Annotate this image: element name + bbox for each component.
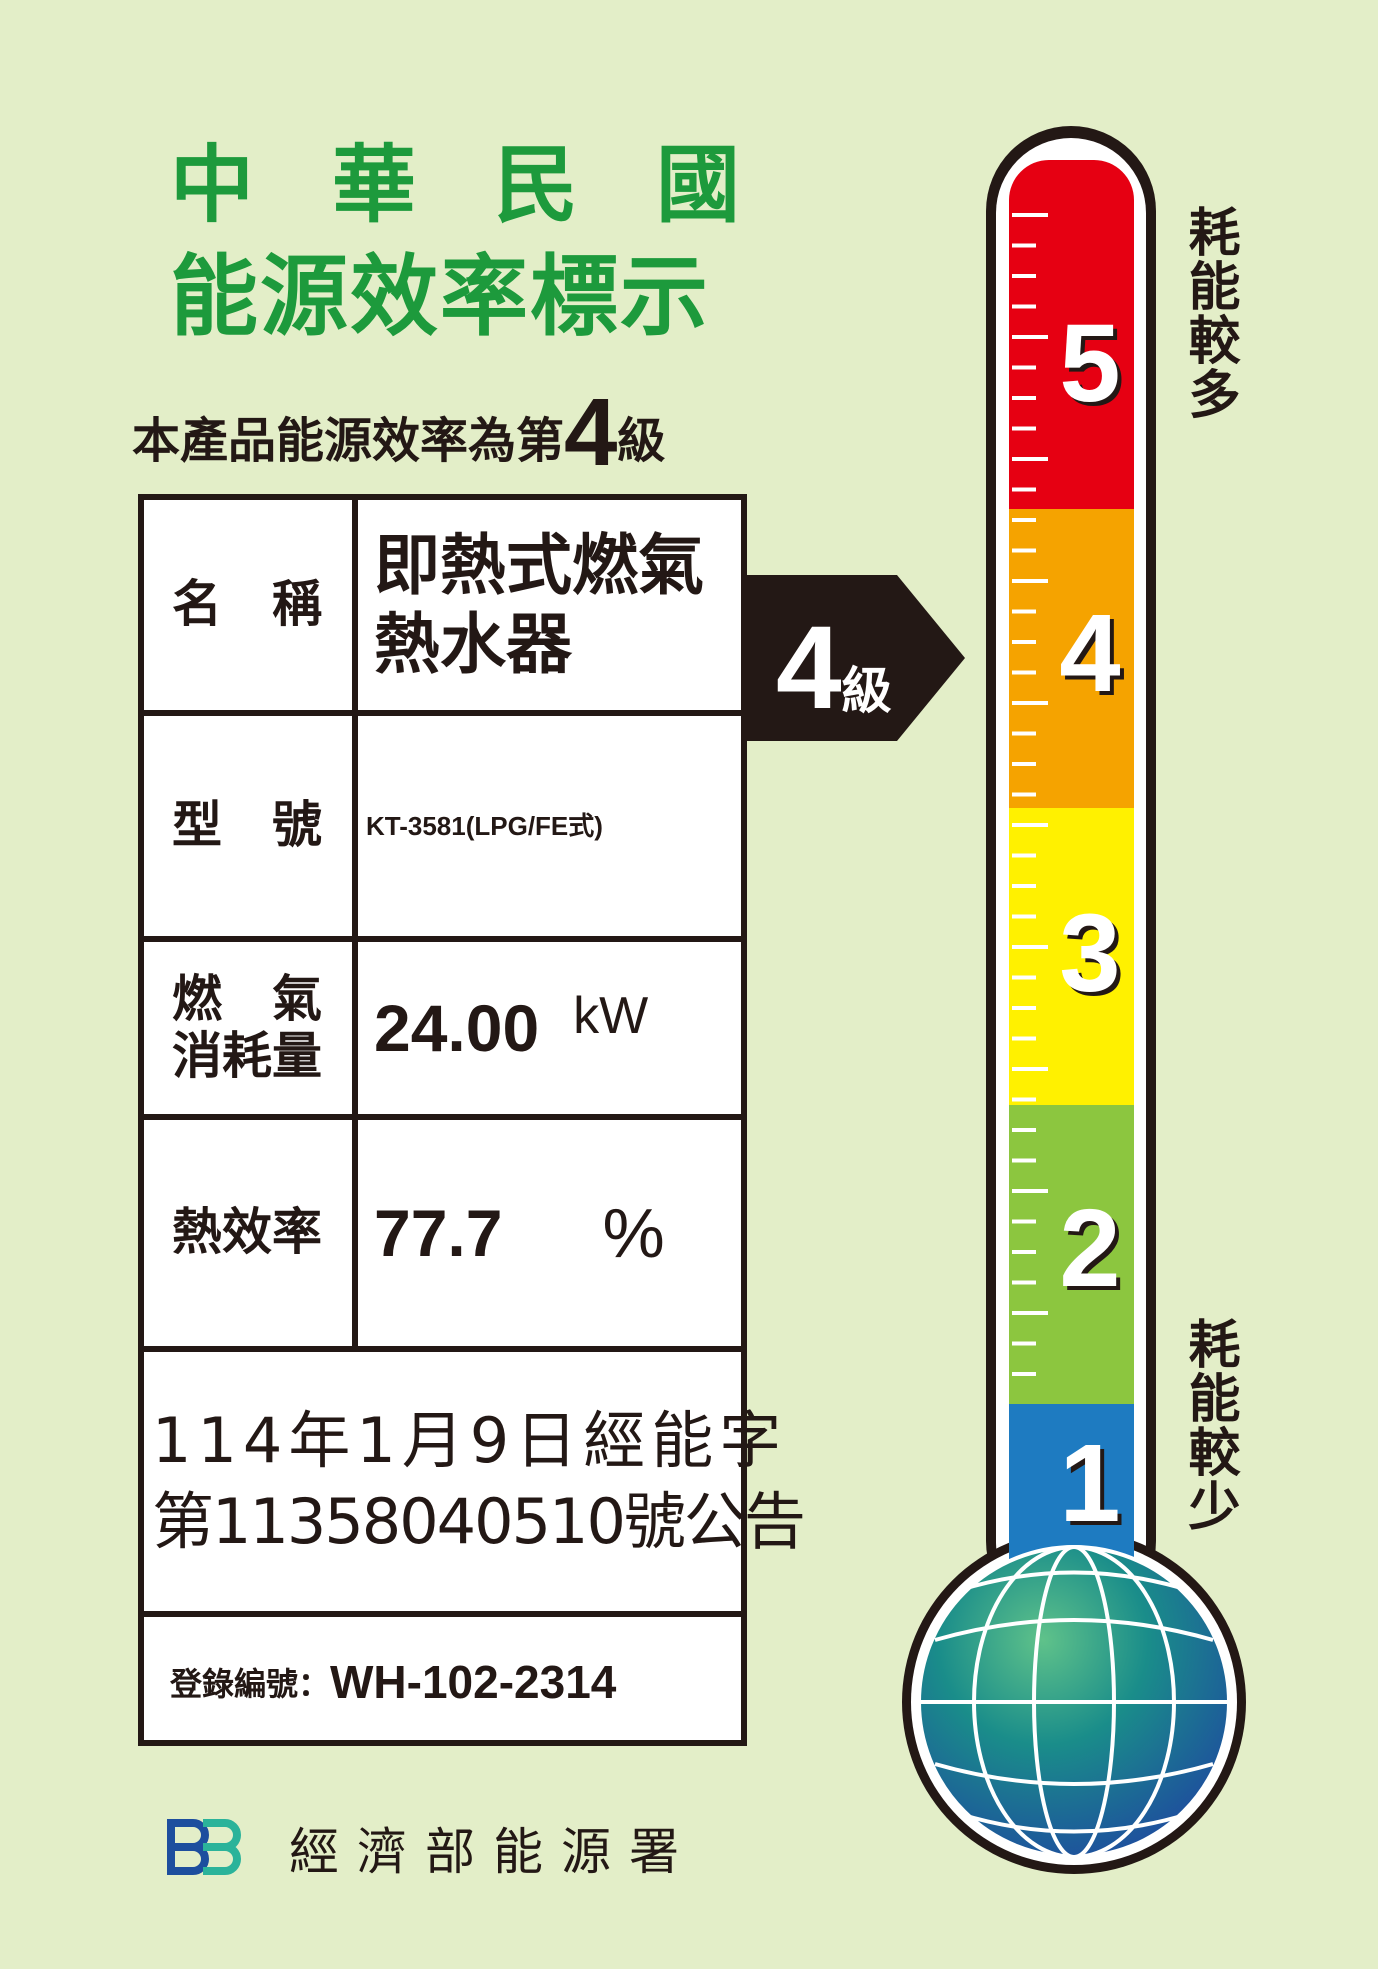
name-value: 即熱式燃氣熱水器	[374, 526, 704, 683]
gas-value-cell: 24.00 kW	[358, 942, 741, 1114]
grade-badge: 4級	[776, 600, 892, 736]
title-line2: 能源效率標示	[170, 245, 711, 348]
agency-name: 經濟部能源署	[289, 1823, 697, 1881]
grade-prefix: 本產品能源效率為第	[132, 413, 565, 469]
level-4-label: 4	[1059, 592, 1121, 715]
efficiency-unit: %	[602, 1194, 665, 1272]
arrow-shape	[747, 575, 965, 741]
model-label: 型 號	[144, 716, 358, 936]
level-1-label: 1	[1059, 1422, 1121, 1545]
efficiency-value-cell: 77.7 %	[358, 1120, 741, 1346]
registration-label: 登錄編號：	[170, 1664, 331, 1703]
row-name: 名 稱 即熱式燃氣熱水器	[144, 500, 741, 716]
row-model: 型 號 KT-3581(LPG/FE式)	[144, 716, 741, 942]
announcement-line1: 114年1月9日經能字	[152, 1403, 788, 1477]
efficiency-label: 熱效率	[144, 1120, 358, 1346]
grade-badge-arrow	[747, 575, 965, 741]
badge-suffix: 級	[841, 662, 892, 720]
gas-label-line1: 燃 氣	[172, 969, 322, 1028]
name-label: 名 稱	[144, 500, 358, 710]
efficiency-value: 77.7	[374, 1196, 503, 1270]
level-5-label: 5	[1059, 302, 1121, 425]
grade-suffix: 級	[617, 413, 666, 469]
energy-administration-logo-icon	[167, 1819, 241, 1875]
globe-grid	[917, 1545, 1231, 1859]
badge-grade: 4	[776, 602, 842, 734]
model-value: KT-3581(LPG/FE式)	[366, 811, 603, 841]
level-5-segment	[1009, 160, 1134, 509]
grade-value: 4	[564, 379, 618, 486]
thermometer	[902, 126, 1246, 1874]
registration-value: WH-102-2314	[330, 1655, 617, 1708]
level-4-segment	[1009, 509, 1134, 808]
gas-label-line2: 消耗量	[172, 1027, 322, 1085]
row-gas: 燃 氣 消耗量 24.00 kW	[144, 942, 741, 1120]
gas-label: 燃 氣 消耗量	[144, 942, 358, 1114]
title-line1: 中華民國	[170, 136, 819, 234]
gas-value: 24.00	[374, 991, 540, 1065]
row-announcement: 114年1月9日經能字 第11358040510號公告	[144, 1352, 806, 1617]
spec-table: 名 稱 即熱式燃氣熱水器 型 號 KT-3581(LPG/FE式) 燃 氣 消耗…	[138, 494, 806, 1746]
level-2-label: 2	[1059, 1187, 1121, 1310]
level-2-segment	[1009, 1105, 1134, 1404]
announcement-line2: 第11358040510號公告	[152, 1484, 806, 1558]
row-registration: 登錄編號： WH-102-2314	[144, 1617, 741, 1746]
level-3-label: 3	[1059, 892, 1121, 1015]
less-energy-label: 耗能較少	[1179, 1317, 1239, 1533]
more-energy-label: 耗能較多	[1179, 205, 1239, 421]
grade-statement: 本產品能源效率為第4級	[132, 378, 665, 488]
gas-unit: kW	[573, 987, 649, 1045]
row-efficiency: 熱效率 77.7 %	[144, 1120, 741, 1352]
